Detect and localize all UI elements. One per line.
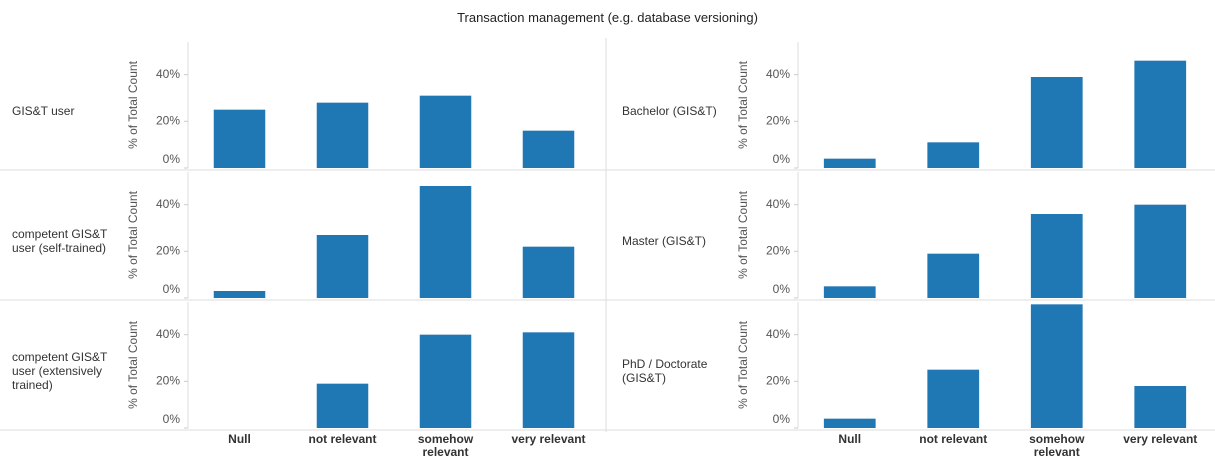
y-axis-label: % of Total Count [126,320,140,408]
y-axis-label: % of Total Count [736,60,750,148]
y-tick-label: 20% [766,114,790,128]
y-tick-label: 20% [766,244,790,258]
x-tick-label: very relevant [511,432,586,446]
x-tick-label: not relevant [308,432,377,446]
x-tick-label: Null [838,432,862,446]
y-tick-label: 40% [156,67,180,81]
y-tick-label: 40% [766,327,790,341]
bar [1134,204,1187,298]
x-tick-label: Null [228,432,251,446]
bar [927,253,980,298]
bar [927,142,980,168]
y-tick-label: 0% [163,412,181,426]
facet-label: competent GIS&T user (self-trained) [12,227,108,255]
chart-title: Transaction management (e.g. database ve… [457,10,758,25]
bar [213,109,266,168]
bar [927,369,980,428]
bar [823,286,876,298]
y-tick-label: 20% [156,374,180,388]
bar [1030,214,1083,298]
y-tick-label: 20% [766,374,790,388]
y-tick-label: 0% [163,152,181,166]
x-tick-label: not relevant [919,432,988,446]
bar [823,158,876,168]
bar [419,186,472,298]
facet-label: GIS&T user [12,104,75,118]
bar [823,418,876,428]
bar [419,334,472,428]
y-tick-label: 0% [773,412,791,426]
y-tick-label: 40% [766,197,790,211]
bar [1030,77,1083,168]
y-tick-label: 0% [773,152,791,166]
y-tick-label: 40% [156,327,180,341]
x-tick-label: somehow relevant [417,432,474,459]
bar [316,235,369,298]
bar [1134,60,1187,168]
y-axis-label: % of Total Count [736,190,750,278]
bar [316,383,369,428]
facet-label: PhD / Doctorate (GIS&T) [622,357,708,385]
y-tick-label: 0% [773,282,791,296]
y-tick-label: 0% [163,282,181,296]
x-tick-label: very relevant [1123,432,1198,446]
bar [522,332,575,428]
y-tick-label: 40% [156,197,180,211]
bar [522,130,575,168]
bar [522,246,575,298]
facet-label: Bachelor (GIS&T) [622,104,717,118]
y-tick-label: 20% [156,114,180,128]
x-tick-label: somehow relevant [1029,432,1085,459]
bar [419,95,472,168]
y-axis-label: % of Total Count [126,60,140,148]
y-tick-label: 20% [156,244,180,258]
bar [1134,386,1187,428]
y-tick-label: 40% [766,67,790,81]
bar [213,291,266,298]
y-axis-label: % of Total Count [126,190,140,278]
bar [316,102,369,168]
facet-label: competent GIS&T user (extensively traine… [12,350,108,392]
facet-label: Master (GIS&T) [622,234,707,248]
bar [1030,304,1083,428]
y-axis-label: % of Total Count [736,320,750,408]
